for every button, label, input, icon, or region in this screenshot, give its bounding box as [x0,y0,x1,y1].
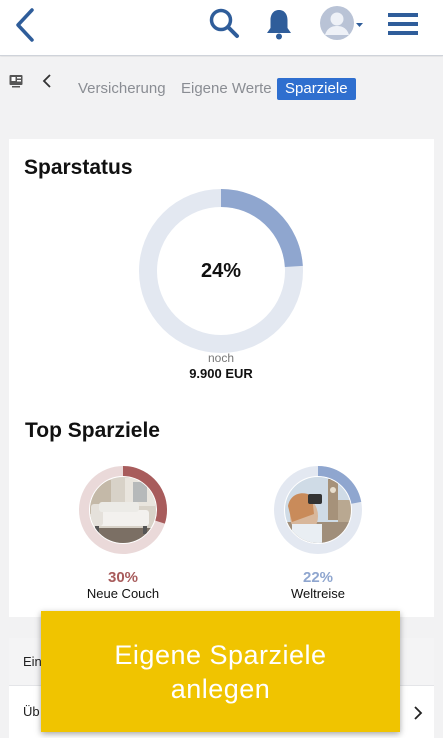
goal-travel-percent: 22% [302,569,334,586]
savings-percent: 24% [200,260,242,282]
top-app-bar [0,0,443,56]
goal-couch-name: Neue Couch [86,586,160,601]
couch-photo-icon [90,477,156,543]
goal-couch-ring [79,466,167,554]
tab-versicherung[interactable]: Versicherung [78,80,166,97]
travel-photo-icon [285,477,351,543]
goal-travel-ring [274,466,362,554]
savings-progress-arc [139,189,303,353]
list-header-label: Ein [23,654,42,669]
chevron-left-icon[interactable] [40,71,54,91]
tab-sparziele[interactable]: Sparziele [277,78,356,100]
profile-button[interactable] [318,4,366,44]
remaining-prefix: noch [207,351,235,365]
list-row-label: Üb [23,704,40,719]
savings-card: Sparstatus 24% noch 9.900 EUR Top Sparzi… [9,139,434,617]
avatar-icon [320,6,363,40]
menu-button[interactable] [386,10,420,38]
bell-icon [267,10,291,40]
cta-label-line2: anlegen [170,673,271,704]
savings-progress-ring [139,189,303,353]
chevron-right-icon [414,706,423,720]
top-sparziele-title: Top Sparziele [25,419,160,442]
goal-weltreise[interactable]: 22% Weltreise [263,466,373,606]
list-row-overview[interactable]: Üb [9,687,434,738]
goal-travel-arc [274,466,362,554]
back-button[interactable] [10,6,40,44]
cta-label-line1: Eigene Sparziele [114,639,327,670]
back-icon [16,8,34,42]
goal-neue-couch[interactable]: 30% Neue Couch [68,466,178,606]
tab-eigene-werte[interactable]: Eigene Werte [181,80,272,97]
search-icon [209,8,239,38]
hamburger-menu-icon [388,13,418,35]
goal-couch-arc [79,466,167,554]
notifications-button[interactable] [264,7,294,41]
section-tabs: Versicherung Eigene Werte Sparziele [0,57,443,119]
sparstatus-title: Sparstatus [24,156,133,179]
goal-travel-name: Weltreise [291,586,345,601]
create-savings-goal-button[interactable]: Eigene Sparziele anlegen [41,611,400,732]
search-button[interactable] [208,7,240,41]
overview-icon[interactable] [9,74,23,88]
remaining-amount: 9.900 EUR [189,366,253,381]
goal-couch-percent: 30% [107,569,139,586]
